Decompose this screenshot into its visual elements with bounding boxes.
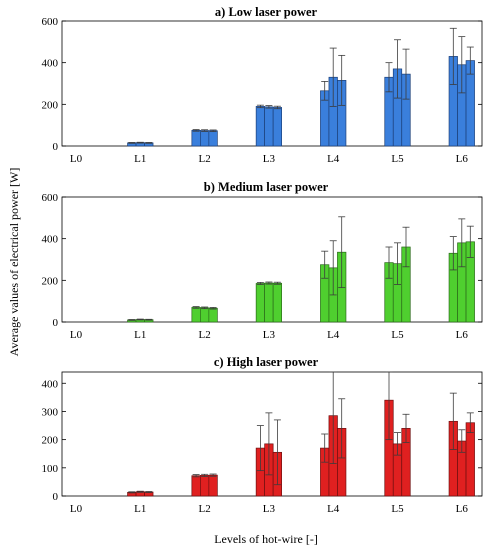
panel-a-bar bbox=[255, 106, 265, 147]
panel-b-xtick-label: L6 bbox=[456, 329, 469, 341]
panel-c-bar bbox=[200, 475, 210, 497]
panel-b-ytick-label: 200 bbox=[42, 275, 59, 287]
panel-b-xtick-label: L0 bbox=[70, 329, 83, 341]
panel-a-bar bbox=[264, 106, 274, 147]
panel-b-ytick-label: 400 bbox=[42, 234, 59, 246]
panel-a-xtick-label: L1 bbox=[134, 153, 146, 165]
panel-a-bar bbox=[191, 130, 201, 147]
panel-b-xtick-label: L5 bbox=[391, 329, 404, 341]
panel-c-bar bbox=[191, 475, 201, 497]
panel-c-ytick-label: 0 bbox=[53, 491, 59, 503]
panel-b-bar bbox=[264, 282, 274, 323]
panel-c-title: c) High laser power bbox=[214, 355, 319, 369]
panel-a-ytick-label: 0 bbox=[53, 141, 59, 153]
panel-c-bar bbox=[208, 474, 218, 497]
panel-b-xtick-label: L1 bbox=[134, 329, 146, 341]
y-axis-label: Average values of electrical power [W] bbox=[7, 168, 21, 357]
panel-a-xtick-label: L6 bbox=[456, 153, 469, 165]
panel-c-xtick-label: L6 bbox=[456, 503, 469, 515]
panel-a-bar bbox=[200, 130, 210, 147]
panel-b-bar bbox=[208, 307, 218, 323]
panel-a: a) Low laser power 0 200 400 600 L0 L1 L2 L3 L4 L… bbox=[42, 5, 483, 165]
x-axis-label: Levels of hot-wire [-] bbox=[214, 532, 318, 546]
panel-b-bar bbox=[200, 307, 210, 323]
panel-b-xtick-label: L3 bbox=[263, 329, 276, 341]
panel-b-xtick-label: L4 bbox=[327, 329, 340, 341]
panel-c-xtick-label: L3 bbox=[263, 503, 276, 515]
panel-a-ytick-label: 400 bbox=[42, 58, 59, 70]
panel-b-ytick-label: 600 bbox=[42, 192, 59, 204]
panel-a-ytick-label: 600 bbox=[42, 16, 59, 28]
panel-a-bar bbox=[208, 130, 218, 147]
panel-c-xtick-label: L0 bbox=[70, 503, 83, 515]
panel-c-xtick-label: L5 bbox=[391, 503, 404, 515]
panel-c-xtick-label: L2 bbox=[198, 503, 210, 515]
panel-b: b) Medium laser power 0 200 400 600 L0 L1 L2 L3… bbox=[42, 180, 483, 341]
panel-b-xtick-label: L2 bbox=[198, 329, 210, 341]
panel-c-ytick-label: 400 bbox=[42, 378, 59, 390]
panel-a-bar bbox=[272, 107, 282, 147]
panel-a-xtick-label: L0 bbox=[70, 153, 83, 165]
panel-b-bar bbox=[272, 282, 282, 323]
panel-c-xtick-label: L4 bbox=[327, 503, 340, 515]
panel-c-ytick-label: 200 bbox=[42, 435, 59, 447]
panel-b-bar bbox=[255, 283, 265, 323]
panel-a-xtick-label: L2 bbox=[198, 153, 210, 165]
panel-b-ytick-label: 0 bbox=[53, 317, 59, 329]
panel-a-title: a) Low laser power bbox=[215, 5, 318, 19]
panel-a-xtick-label: L3 bbox=[263, 153, 276, 165]
panel-b-title: b) Medium laser power bbox=[204, 180, 329, 194]
panel-c-xtick-label: L1 bbox=[134, 503, 146, 515]
panel-c-ytick-label: 100 bbox=[42, 463, 59, 475]
panel-a-ytick-label: 200 bbox=[42, 99, 59, 111]
panel-a-xtick-label: L5 bbox=[391, 153, 404, 165]
panel-b-bar bbox=[191, 307, 201, 323]
panel-a-xtick-label: L4 bbox=[327, 153, 340, 165]
panel-c: c) High laser power 0 100 200 300 400 L0 L1 L2 L… bbox=[42, 355, 483, 515]
panel-c-ytick-label: 300 bbox=[42, 406, 59, 418]
panel-c-bar bbox=[465, 422, 475, 497]
